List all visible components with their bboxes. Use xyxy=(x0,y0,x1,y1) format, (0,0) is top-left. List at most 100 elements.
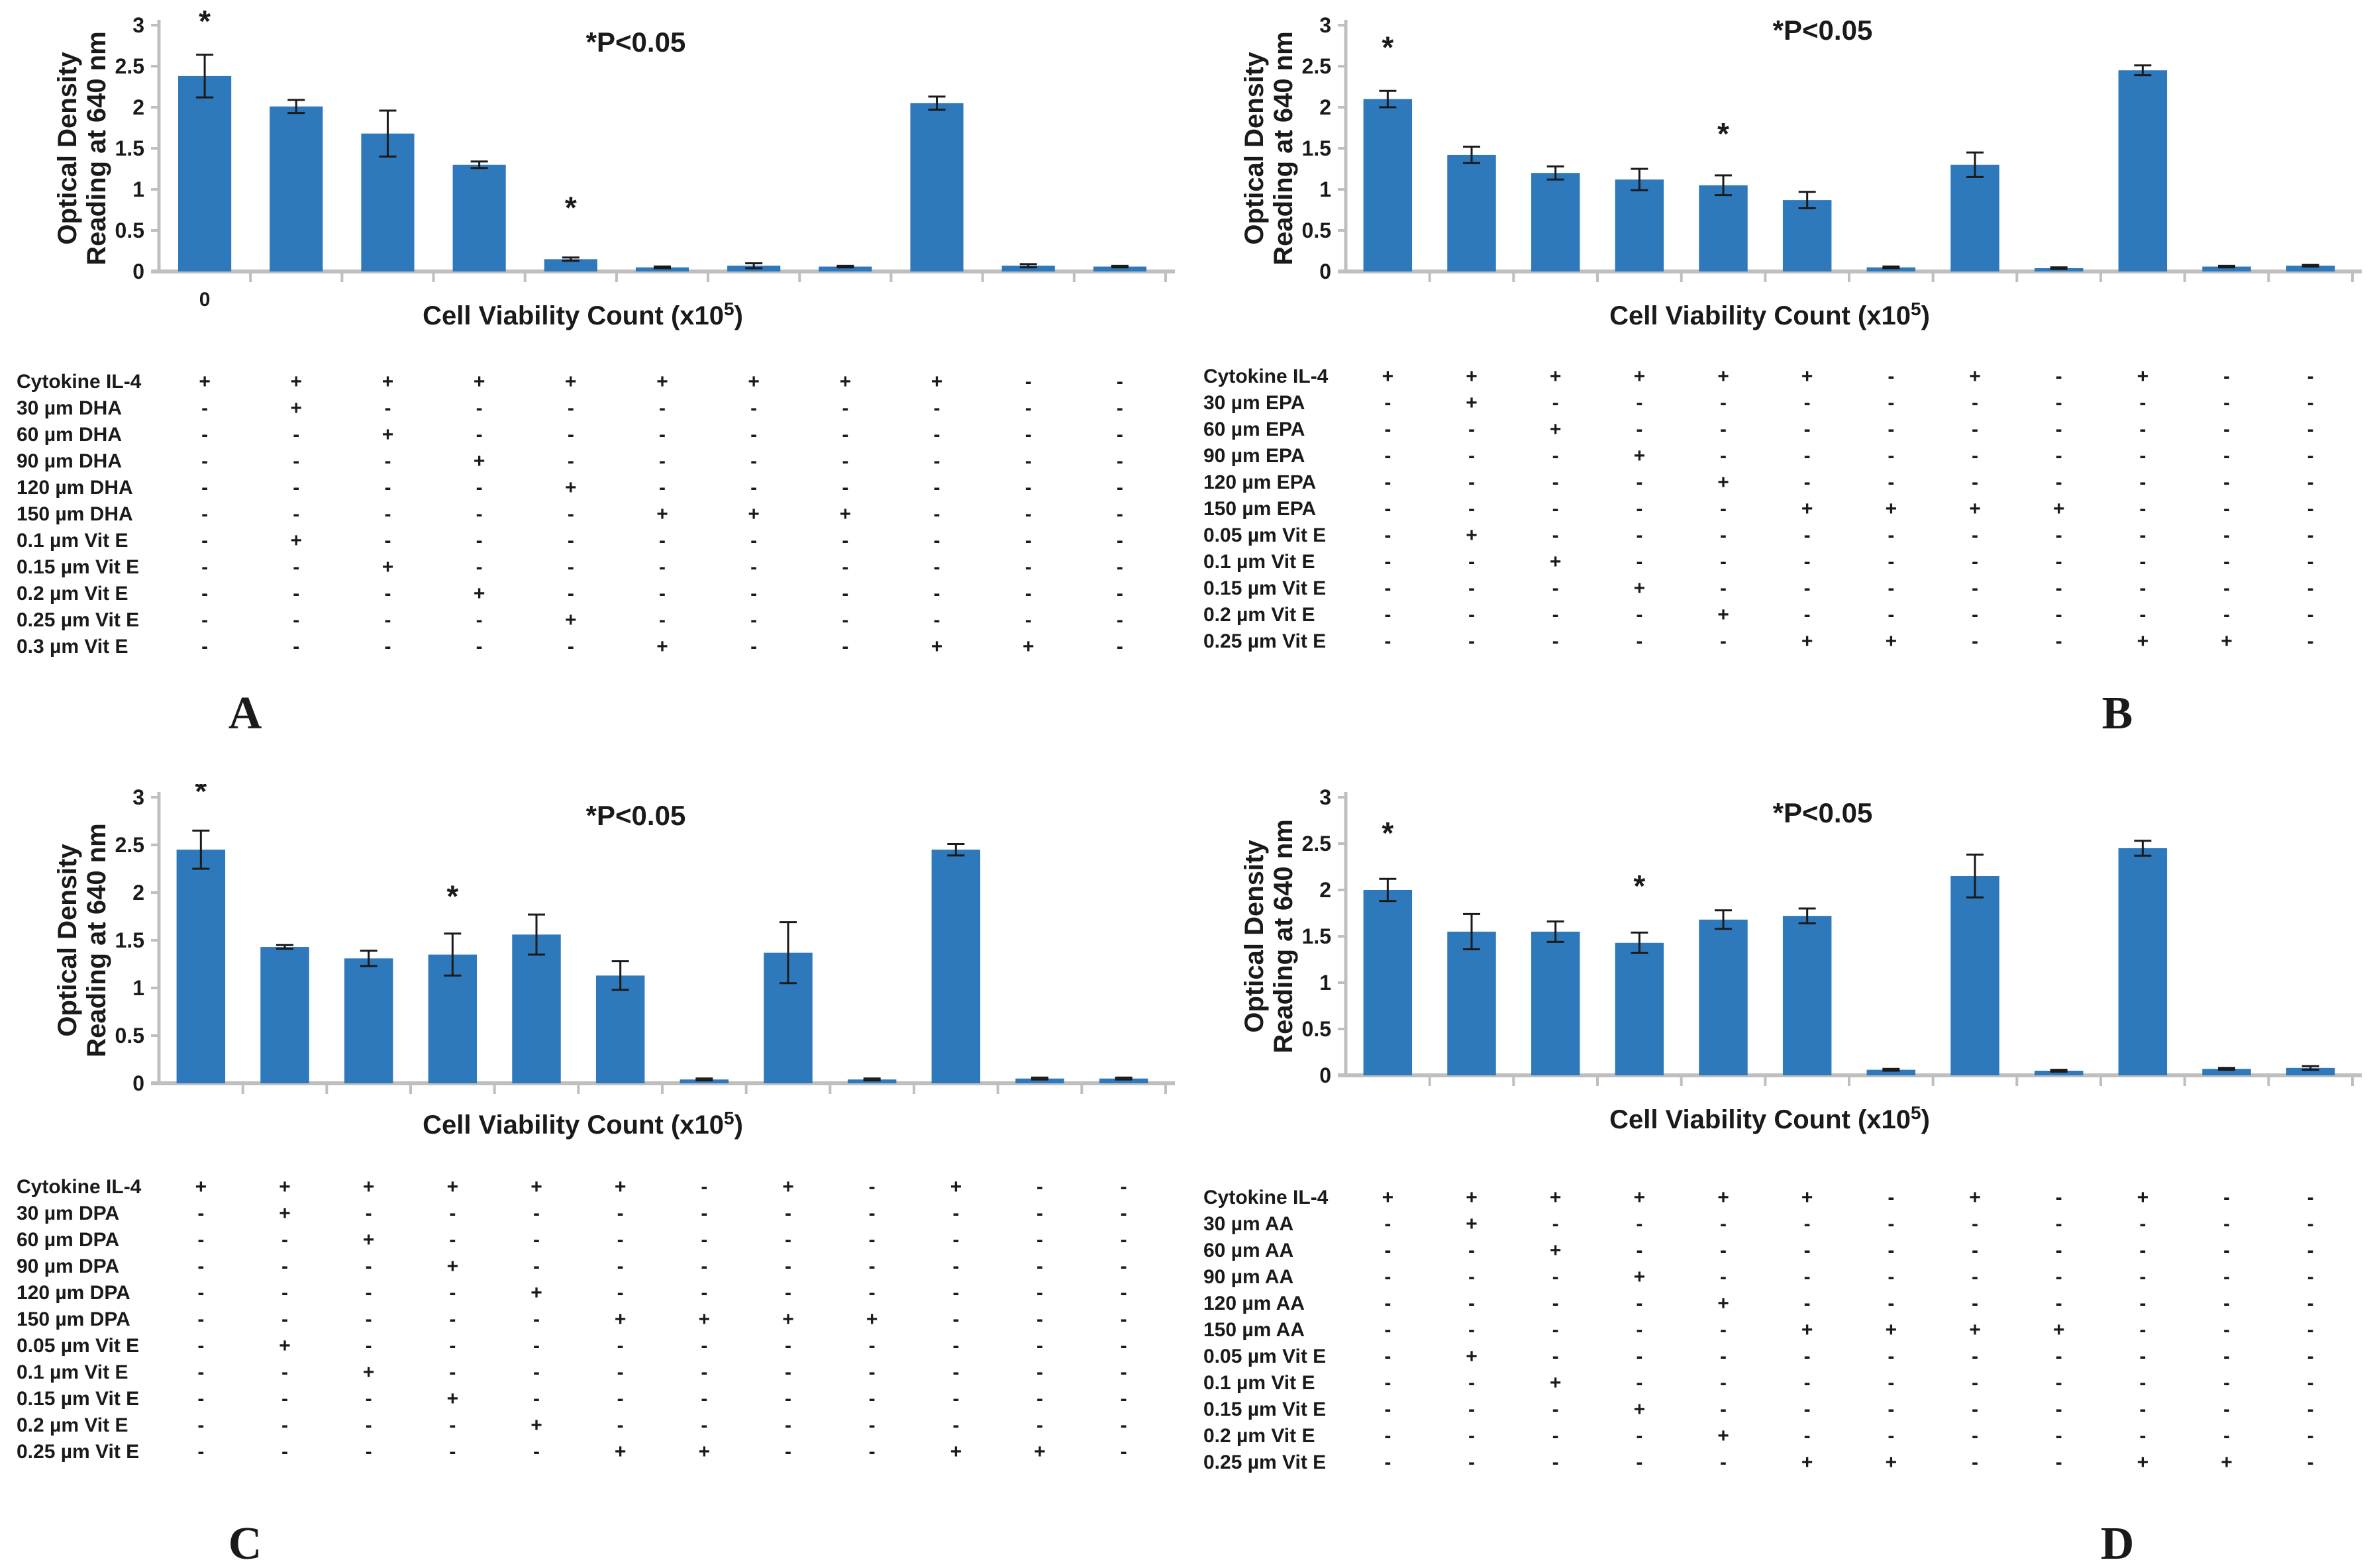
panel-label-D: D xyxy=(2100,1518,2135,1568)
minus-mark: - xyxy=(1803,604,1811,626)
minus-mark: - xyxy=(2223,445,2230,467)
bar xyxy=(1950,164,1999,271)
treatment-row-label: Cytokine IL-4 xyxy=(17,1176,142,1198)
minus-mark: - xyxy=(1116,583,1123,605)
minus-mark: - xyxy=(2139,1240,2146,1261)
minus-mark: - xyxy=(2139,524,2146,546)
panel-label-B: B xyxy=(2101,688,2133,739)
minus-mark: - xyxy=(933,583,940,605)
minus-mark: - xyxy=(842,477,849,499)
minus-mark: - xyxy=(449,1361,456,1383)
bar xyxy=(2118,70,2168,271)
minus-mark: - xyxy=(1972,1346,1978,1367)
minus-mark: - xyxy=(2139,1319,2146,1341)
panel-label-A: A xyxy=(228,688,262,739)
bar xyxy=(1531,173,1580,271)
treatment-table-D: Cytokine IL-4 + + + + + + - + - + - - 30 µm AA - + - - - - -… xyxy=(1187,1187,2373,1478)
minus-mark: - xyxy=(659,530,666,552)
minus-mark: - xyxy=(1972,1372,1978,1394)
minus-mark: - xyxy=(2055,604,2062,626)
minus-mark: - xyxy=(2307,1240,2314,1261)
minus-mark: - xyxy=(1384,471,1391,493)
treatment-row-label: 120 µm DPA xyxy=(17,1282,130,1304)
minus-mark: - xyxy=(1803,1372,1811,1394)
minus-mark: - xyxy=(533,1229,540,1251)
minus-mark: - xyxy=(842,397,849,419)
treatment-row-label: 30 µm AA xyxy=(1203,1213,1294,1235)
minus-mark: - xyxy=(2307,366,2314,387)
minus-mark: - xyxy=(1025,371,1032,393)
treatment-table-C: Cytokine IL-4 + + + + + + - + - + - - 30 µm DPA - + - - - -… xyxy=(0,1176,1186,1467)
plus-mark: + xyxy=(473,583,485,605)
minus-mark: - xyxy=(197,1202,205,1224)
plus-mark: + xyxy=(1801,1319,1813,1341)
plus-mark: + xyxy=(656,371,668,393)
treatment-row-label: 120 µm DHA xyxy=(17,477,133,499)
minus-mark: - xyxy=(2223,392,2230,414)
minus-mark: - xyxy=(1552,471,1559,493)
treatment-row-label: 0.2 µm Vit E xyxy=(1203,1425,1315,1447)
minus-mark: - xyxy=(1025,397,1032,419)
minus-mark: - xyxy=(617,1229,624,1251)
minus-mark: - xyxy=(785,1202,791,1224)
y-tick-label: 2.5 xyxy=(1302,832,1331,856)
minus-mark: - xyxy=(785,1335,791,1357)
minus-mark: - xyxy=(1025,477,1032,499)
minus-mark: - xyxy=(1720,1240,1727,1261)
minus-mark: - xyxy=(2307,1346,2314,1367)
minus-mark: - xyxy=(2055,366,2062,387)
minus-mark: - xyxy=(1636,471,1643,493)
minus-mark: - xyxy=(1468,630,1475,652)
treatment-row-label: 0.05 µm Vit E xyxy=(1203,1346,1327,1367)
minus-mark: - xyxy=(197,1361,205,1383)
minus-mark: - xyxy=(842,530,849,552)
minus-mark: - xyxy=(1803,1398,1811,1420)
plus-mark: + xyxy=(1466,1346,1478,1367)
minus-mark: - xyxy=(1720,418,1727,440)
plus-mark: + xyxy=(530,1282,542,1304)
minus-mark: - xyxy=(1384,577,1391,599)
minus-mark: - xyxy=(2139,1293,2146,1314)
minus-mark: - xyxy=(1384,392,1391,414)
treatment-row: 90 µm AA - - - + - - - - - - - - xyxy=(1187,1266,2373,1293)
significance-note: *P<0.05 xyxy=(586,800,686,831)
plus-mark: + xyxy=(839,371,852,393)
treatment-row-label: 120 µm EPA xyxy=(1203,471,1317,493)
treatment-row: 150 µm AA - - - - - + + + + - - - xyxy=(1187,1319,2373,1346)
significance-asterisk: * xyxy=(1717,117,1729,151)
minus-mark: - xyxy=(659,397,666,419)
minus-mark: - xyxy=(1384,418,1391,440)
minus-mark: - xyxy=(476,503,483,525)
minus-mark: - xyxy=(1116,371,1123,393)
minus-mark: - xyxy=(1384,1213,1391,1235)
minus-mark: - xyxy=(2139,1398,2146,1420)
minus-mark: - xyxy=(1025,609,1032,631)
minus-mark: - xyxy=(2055,392,2062,414)
bar xyxy=(1866,1069,1916,1075)
minus-mark: - xyxy=(1120,1441,1127,1463)
minus-mark: - xyxy=(1636,1319,1643,1341)
bar xyxy=(1093,266,1146,271)
minus-mark: - xyxy=(1025,530,1032,552)
treatment-row: 0.15 µm Vit E - - - + - - - - - - - - xyxy=(0,1388,1186,1414)
minus-mark: - xyxy=(1803,418,1811,440)
minus-mark: - xyxy=(1036,1229,1043,1251)
minus-mark: - xyxy=(659,450,666,472)
plus-mark: + xyxy=(1717,1293,1729,1314)
minus-mark: - xyxy=(952,1202,960,1224)
bar xyxy=(1363,890,1413,1075)
minus-mark: - xyxy=(1972,392,1978,414)
minus-mark: - xyxy=(1384,1372,1391,1394)
treatment-row: 90 µm DPA - - - + - - - - - - - - xyxy=(0,1255,1186,1282)
minus-mark: - xyxy=(1552,524,1559,546)
minus-mark: - xyxy=(1803,445,1811,467)
treatment-row-label: 30 µm DHA xyxy=(17,397,122,419)
minus-mark: - xyxy=(750,397,758,419)
plus-mark: + xyxy=(1466,1213,1478,1235)
minus-mark: - xyxy=(1468,1425,1475,1447)
bar-chart-B: 0 0.5 1 1.5 2 2.5 3 Optical DensityReading at 6… xyxy=(1240,13,2362,330)
treatment-row: Cytokine IL-4 + + + + + + + + + - - xyxy=(0,371,1186,397)
minus-mark: - xyxy=(1552,1451,1559,1473)
minus-mark: - xyxy=(1116,450,1123,472)
minus-mark: - xyxy=(201,636,209,658)
